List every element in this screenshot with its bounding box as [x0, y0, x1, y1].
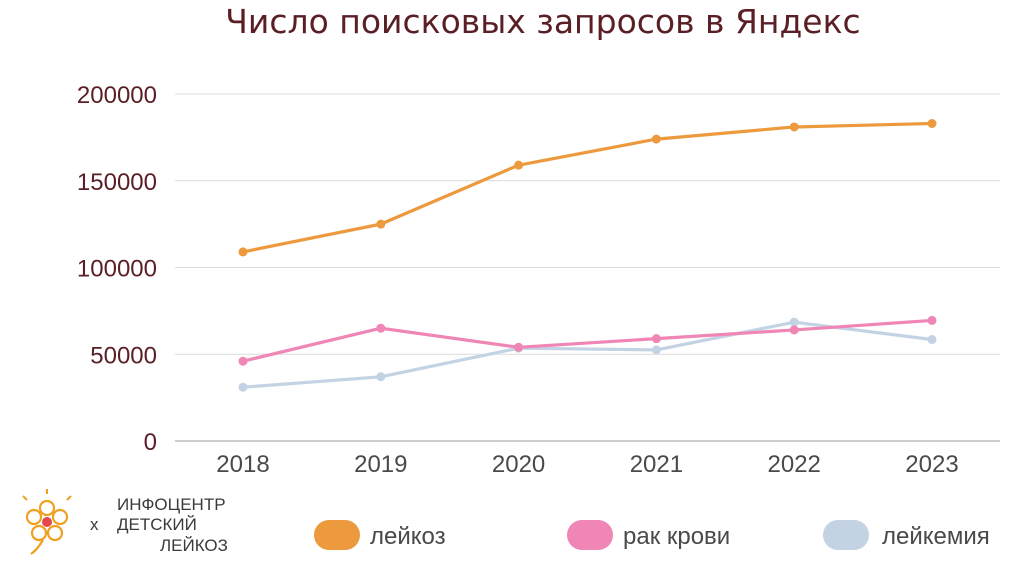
- data-point: [927, 118, 937, 128]
- data-point: [376, 323, 386, 333]
- data-point: [927, 335, 937, 345]
- x-axis-ticks: 2018 2019 2020 2021 2022 2023: [216, 451, 958, 478]
- y-axis-ticks: 0 50000 100000 150000 200000: [77, 82, 157, 456]
- x-tick-label: 2021: [630, 451, 683, 478]
- logo-line-3: ЛЕЙКОЗ: [160, 536, 228, 555]
- data-point: [514, 342, 524, 352]
- logo-line-1: ИНФОЦЕНТР: [117, 495, 226, 514]
- series-line: [242, 121, 933, 254]
- legend-label: рак крови: [623, 523, 730, 550]
- data-point: [651, 134, 661, 144]
- legend-item: рак крови: [567, 520, 730, 550]
- x-tick-label: 2023: [905, 451, 958, 478]
- data-point: [376, 372, 386, 382]
- legend-label: лейкоз: [370, 523, 446, 550]
- data-point: [238, 247, 248, 257]
- data-point: [789, 317, 799, 327]
- data-point: [238, 382, 248, 392]
- data-point: [651, 334, 661, 344]
- data-point: [651, 345, 661, 355]
- legend-item: лейкемия: [823, 520, 990, 550]
- legend-item: лейкоз: [314, 520, 446, 550]
- series-group: [238, 118, 937, 392]
- legend-swatch: [567, 520, 613, 550]
- legend-swatch: [314, 520, 360, 550]
- grid-lines: [175, 93, 1000, 442]
- legend: лейкоз рак крови лейкемия: [314, 520, 990, 550]
- brand-logo: х ИНФОЦЕНТР ДЕТСКИЙ ЛЕЙКОЗ: [22, 489, 228, 555]
- x-tick-label: 2018: [216, 451, 269, 478]
- y-tick-label: 0: [144, 429, 157, 456]
- y-tick-label: 200000: [77, 82, 157, 109]
- x-tick-label: 2019: [354, 451, 407, 478]
- x-tick-label: 2020: [492, 451, 545, 478]
- legend-swatch: [823, 520, 869, 550]
- y-tick-label: 50000: [90, 342, 157, 369]
- data-point: [789, 122, 799, 132]
- series-лейкоз: [238, 118, 937, 257]
- legend-label: лейкемия: [882, 523, 990, 550]
- series-рак крови: [238, 315, 937, 366]
- flower-logo-icon: [22, 489, 72, 555]
- x-tick-label: 2022: [768, 451, 821, 478]
- data-point: [376, 219, 386, 229]
- y-tick-label: 150000: [77, 169, 157, 196]
- data-point: [238, 356, 248, 366]
- logo-prefix: х: [90, 515, 99, 534]
- data-point: [927, 315, 937, 325]
- logo-line-2: ДЕТСКИЙ: [117, 515, 197, 534]
- data-point: [514, 160, 524, 170]
- y-tick-label: 100000: [77, 256, 157, 283]
- series-line: [242, 320, 933, 389]
- data-point: [789, 325, 799, 335]
- chart-title: Число поисковых запросов в Яндекс: [225, 2, 860, 41]
- series-line: [242, 318, 933, 363]
